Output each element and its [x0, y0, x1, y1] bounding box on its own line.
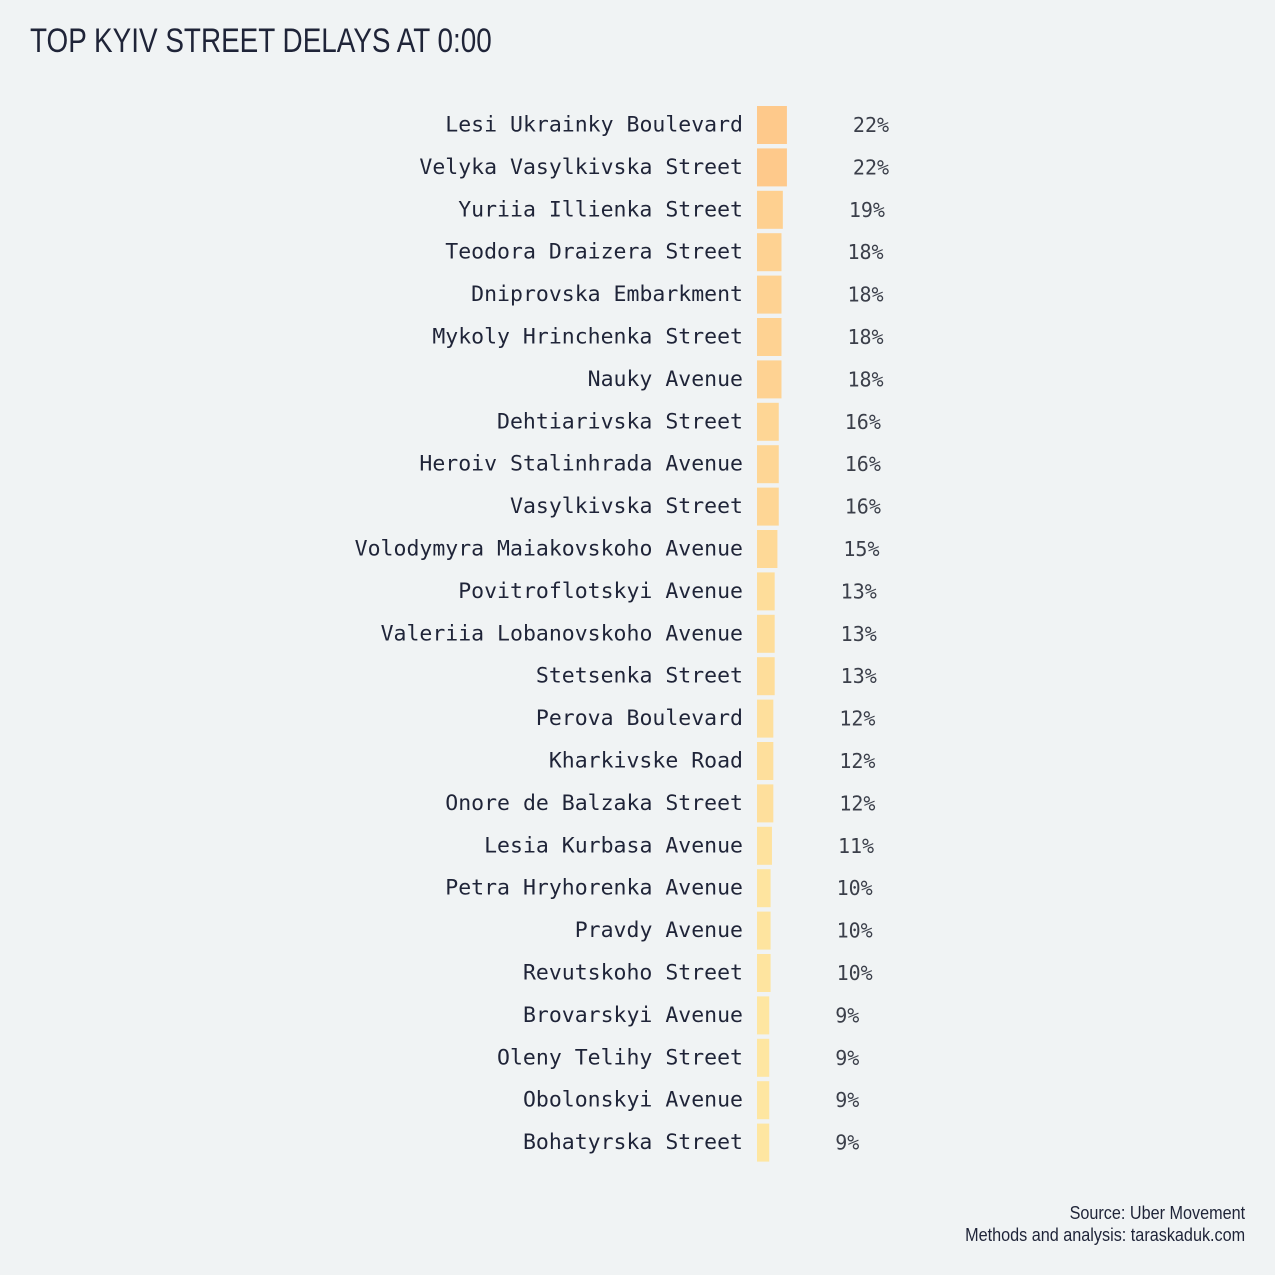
category-label: Valeriia Lobanovskoho Avenue — [381, 621, 743, 646]
value-label: 13% — [841, 622, 877, 646]
category-label: Teodora Draizera Street — [445, 240, 743, 265]
category-label: Oleny Telihy Street — [497, 1045, 743, 1070]
value-label: 18% — [847, 325, 883, 349]
bar — [757, 826, 772, 865]
chart-title: TOP KYIV STREET DELAYS AT 0:00 — [30, 22, 492, 60]
bar — [757, 1123, 770, 1162]
source-note: Source: Uber Movement — [1069, 1203, 1245, 1223]
bar — [757, 784, 774, 823]
value-label: 13% — [841, 579, 877, 603]
bar — [757, 402, 779, 441]
bar — [757, 148, 787, 187]
bar — [757, 657, 775, 696]
category-label: Revutskoho Street — [523, 961, 743, 986]
category-label: Kharkivske Road — [549, 749, 743, 774]
value-label: 18% — [847, 367, 883, 391]
bar — [757, 1081, 770, 1120]
value-label: 22% — [853, 113, 889, 137]
value-label: 12% — [839, 749, 875, 773]
value-label: 10% — [837, 961, 873, 985]
credit-note: Methods and analysis: taraskaduk.com — [964, 1225, 1245, 1245]
bar — [757, 360, 782, 399]
category-label: Dehtiarivska Street — [497, 409, 743, 434]
value-label: 18% — [847, 283, 883, 307]
bar — [757, 572, 775, 611]
bar — [757, 742, 774, 780]
value-label: 18% — [847, 240, 883, 264]
bar — [757, 1038, 770, 1077]
category-label: Perova Boulevard — [536, 706, 743, 731]
category-label: Brovarskyi Avenue — [523, 1003, 743, 1028]
category-label: Lesia Kurbasa Avenue — [484, 833, 743, 858]
bar — [757, 487, 779, 526]
category-label: Onore de Balzaka Street — [445, 791, 743, 816]
value-label: 9% — [835, 1003, 859, 1027]
bar — [757, 445, 779, 484]
category-label: Bohatyrska Street — [523, 1130, 743, 1155]
bar — [757, 869, 771, 908]
value-label: 22% — [853, 155, 889, 179]
value-label: 11% — [838, 834, 874, 858]
bar — [757, 275, 782, 314]
category-label: Mykoly Hrinchenka Street — [432, 325, 743, 350]
category-label: Stetsenka Street — [536, 664, 743, 689]
category-label: Vasylkivska Street — [510, 494, 743, 519]
value-label: 9% — [835, 1046, 859, 1070]
value-label: 19% — [849, 198, 885, 222]
value-label: 12% — [839, 707, 875, 731]
bar — [757, 911, 771, 950]
bar — [757, 233, 782, 272]
bar — [757, 996, 770, 1035]
value-label: 12% — [839, 791, 875, 815]
value-label: 15% — [843, 537, 879, 561]
category-label: Volodymyra Maiakovskoho Avenue — [355, 537, 743, 562]
category-label: Dniprovska Embarkment — [471, 282, 743, 307]
category-label: Yuriia Illienka Street — [458, 197, 743, 222]
category-label: Obolonskyi Avenue — [523, 1088, 743, 1113]
category-label: Heroiv Stalinhrada Avenue — [419, 452, 743, 477]
value-label: 16% — [845, 410, 881, 434]
category-label: Pravdy Avenue — [575, 918, 743, 943]
category-label: Povitroflotskyi Avenue — [458, 579, 743, 604]
value-label: 16% — [845, 495, 881, 519]
category-label: Nauky Avenue — [588, 367, 743, 392]
category-label: Petra Hryhorenka Avenue — [445, 876, 743, 901]
bar — [757, 190, 783, 229]
bar — [757, 614, 775, 653]
bar — [757, 954, 771, 992]
value-label: 10% — [837, 876, 873, 900]
bar — [757, 699, 774, 738]
bar — [757, 318, 782, 356]
category-label: Lesi Ukrainky Boulevard — [445, 113, 743, 138]
bar — [757, 106, 787, 144]
chart-footer: Source: Uber Movement Methods and analys… — [965, 1202, 1245, 1246]
value-label: 10% — [837, 919, 873, 943]
value-label: 13% — [841, 664, 877, 688]
category-label: Velyka Vasylkivska Street — [419, 155, 743, 180]
bar — [757, 530, 778, 568]
value-label: 16% — [845, 452, 881, 476]
value-label: 9% — [835, 1088, 859, 1112]
value-label: 9% — [835, 1131, 859, 1155]
